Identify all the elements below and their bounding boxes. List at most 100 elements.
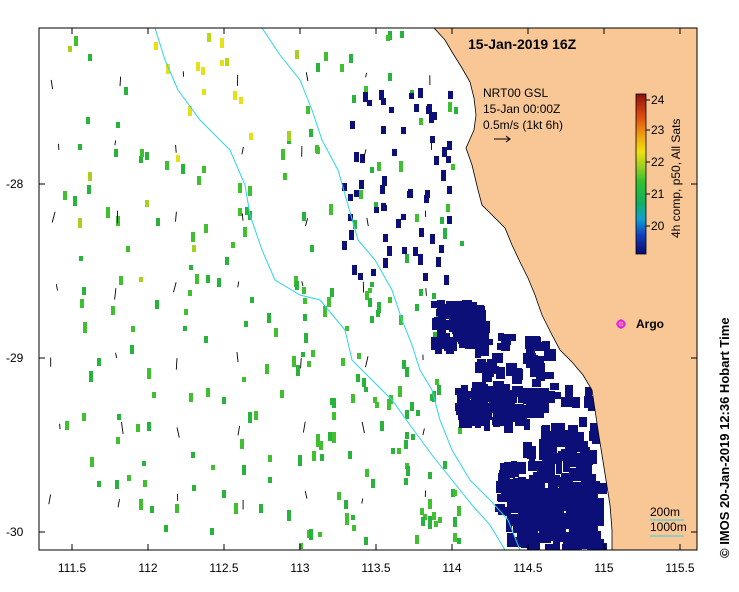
sst-pixel <box>296 365 300 376</box>
sst-pixel <box>419 228 424 237</box>
sst-pixel <box>383 234 388 242</box>
sst-pixel <box>541 426 549 440</box>
sst-pixel <box>376 310 380 317</box>
sst-pixel <box>139 277 143 282</box>
sst-pixel <box>509 414 515 422</box>
sst-pixel <box>562 544 574 550</box>
sst-pixel <box>90 457 94 467</box>
sst-pixel <box>281 149 285 160</box>
sst-pixel <box>463 302 477 309</box>
sst-pixel <box>299 543 303 549</box>
sst-pixel <box>238 208 242 216</box>
sst-pixel <box>588 522 597 529</box>
sst-pixel <box>354 190 359 197</box>
sst-pixel <box>443 228 447 239</box>
sst-pixel <box>543 529 555 539</box>
sst-pixel <box>581 484 591 493</box>
current-arrow <box>114 140 117 146</box>
sst-pixel <box>324 52 328 61</box>
sst-pixel <box>402 247 407 254</box>
sst-pixel <box>399 161 403 172</box>
sst-pixel <box>542 454 550 468</box>
current-arrow <box>237 425 241 436</box>
sst-pixel <box>504 337 511 345</box>
sst-pixel <box>130 345 134 354</box>
sst-pixel <box>316 63 320 72</box>
sst-pixel <box>181 164 185 174</box>
sst-pixel <box>164 525 168 532</box>
sst-pixel <box>433 332 437 338</box>
y-tick-label: -28 <box>6 177 24 191</box>
sst-pixel <box>166 64 170 74</box>
sst-pixel <box>495 504 505 512</box>
sst-pixel <box>370 316 374 323</box>
sst-pixel <box>114 149 118 157</box>
sst-pixel <box>425 190 430 198</box>
x-tick-label: 113.5 <box>361 561 390 575</box>
sst-pixel <box>565 430 572 439</box>
sst-pixel <box>400 31 404 38</box>
sst-pixel <box>458 330 464 339</box>
sst-pixel <box>298 455 302 466</box>
sst-pixel <box>97 358 101 366</box>
sst-pixel <box>204 224 208 233</box>
sst-pixel <box>592 484 603 494</box>
current-arrow <box>175 144 177 153</box>
sst-pixel <box>434 156 439 165</box>
sst-pixel <box>183 326 187 331</box>
sst-pixel <box>140 149 144 157</box>
sst-pixel <box>534 342 543 351</box>
sst-pixel <box>475 345 489 356</box>
sst-pixel <box>515 414 527 426</box>
sst-pixel <box>539 510 550 518</box>
sst-pixel <box>564 473 573 483</box>
contour-1000m <box>154 28 506 550</box>
sst-pixel <box>189 393 193 402</box>
sst-pixel <box>97 481 101 487</box>
sst-pixel <box>86 117 90 124</box>
sst-pixel <box>446 337 453 348</box>
sst-pixel <box>399 315 403 325</box>
sst-pixel <box>482 368 492 382</box>
sst-pixel <box>517 497 525 510</box>
sst-pixel <box>524 528 538 537</box>
colorbar-tick: 24 <box>651 93 665 107</box>
sst-pixel <box>359 190 363 199</box>
sst-pixel <box>309 529 313 540</box>
sst-pixel <box>518 479 530 490</box>
sst-pixel <box>381 126 386 134</box>
sst-pixel <box>303 298 307 304</box>
sst-pixel <box>415 535 419 544</box>
sst-pixel <box>404 440 408 449</box>
sst-pixel <box>304 333 308 343</box>
sst-pixel <box>342 183 347 191</box>
sst-pixel <box>154 42 158 50</box>
colorbar-tick: 21 <box>651 187 665 201</box>
sst-pixel <box>124 87 128 95</box>
sst-pixel <box>348 194 353 201</box>
sst-pixel <box>555 488 568 496</box>
sst-pixel <box>184 309 188 315</box>
sst-pixel <box>73 196 77 206</box>
sst-pixel <box>535 356 544 369</box>
sst-pixel <box>472 393 479 404</box>
sst-pixel <box>320 454 324 461</box>
sst-pixel <box>312 451 316 461</box>
sst-pixel <box>589 537 596 546</box>
sst-pixel <box>479 331 489 344</box>
sst-pixel <box>528 482 540 495</box>
sst-pixel <box>542 341 550 351</box>
sst-pixel <box>136 424 140 432</box>
sst-pixel <box>176 155 180 162</box>
sst-pixel <box>88 54 92 61</box>
argo-float-icon[interactable] <box>616 319 626 329</box>
sst-pixel <box>363 92 368 102</box>
sst-pixel <box>531 518 544 528</box>
sst-pixel <box>217 278 221 287</box>
sst-pixel <box>351 394 355 403</box>
sst-pixel <box>440 217 444 224</box>
sst-pixel <box>348 451 352 459</box>
sst-pixel <box>477 388 484 401</box>
sst-pixel <box>430 234 435 244</box>
sst-pixel <box>432 112 437 120</box>
